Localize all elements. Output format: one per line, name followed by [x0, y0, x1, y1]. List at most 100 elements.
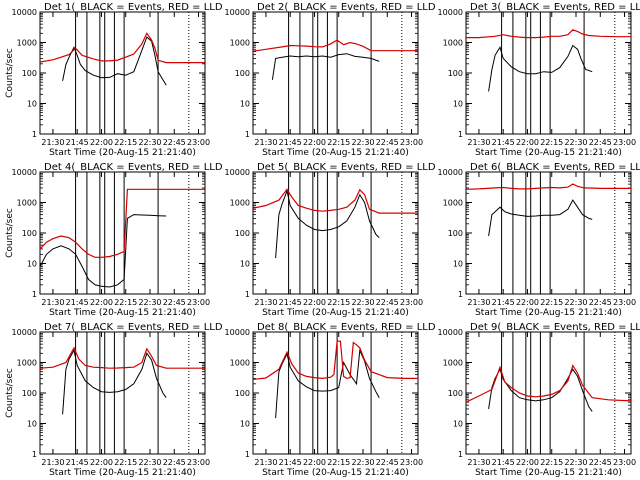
detector-panel-6: Det 6(_BLACK = Events, RED = LLD 1 10 100 10… — [438, 162, 640, 318]
detector-panel-3: Det 3(_BLACK = Events, RED = LLD 1 10 100 10… — [438, 2, 640, 158]
panel-4-axes-frame — [39, 171, 206, 295]
panel-9-title: Det 9(_BLACK = Events, RED = LLD — [470, 322, 640, 333]
panel-8-xtick-label: 23:00 — [400, 458, 423, 467]
panel-1-xtick-label: 21:30 — [41, 138, 64, 147]
panel-1-ytick-label: 10000 — [12, 8, 37, 17]
panel-2-ytick-label: 1000 — [230, 39, 250, 48]
panel-8-xtick-label: 22:15 — [327, 458, 350, 467]
panel-2-xtick-label: 22:30 — [351, 138, 374, 147]
panel-6-xtick-label: 22:45 — [589, 298, 612, 307]
panel-3-xtick-label: 22:15 — [540, 138, 563, 147]
panel-1-axes-frame — [39, 11, 206, 135]
panel-9-xtick-label: 22:15 — [540, 458, 563, 467]
panel-5-xtick-label: 21:30 — [254, 298, 277, 307]
panel-1-ytick-label: 10 — [27, 100, 37, 109]
panel-3-ytick-label: 10 — [453, 100, 463, 109]
panel-9-xtick-label: 21:30 — [467, 458, 490, 467]
panel-3-ytick-label: 1000 — [443, 39, 463, 48]
panel-6-events-line — [488, 199, 593, 237]
panel-5-events-line — [275, 189, 380, 259]
detector-panel-8: Det 8(_BLACK = Events, RED = LLD 1 10 100 10… — [225, 322, 436, 478]
panel-3-xtick-label: 21:30 — [467, 138, 490, 147]
panel-1-ytick-label: 1000 — [17, 39, 37, 48]
panel-4-ytick-label: 1000 — [17, 199, 37, 208]
panel-9-ytick-label: 10 — [453, 420, 463, 429]
panel-3-xtick-label: 21:45 — [492, 138, 515, 147]
panel-3-title: Det 3(_BLACK = Events, RED = LLD — [470, 2, 640, 13]
panel-3-ytick-label: 1 — [458, 130, 463, 139]
panel-4-ytick-label: 100 — [22, 229, 37, 238]
panel-8-xtick-label: 21:45 — [279, 458, 302, 467]
panel-2-ytick-label: 10 — [240, 100, 250, 109]
panel-8-xlabel: Start Time (20-Aug-15 21:21:40) — [262, 468, 409, 478]
panel-1-ytick-label: 1 — [32, 130, 37, 139]
panel-4-events-line — [39, 214, 167, 288]
panel-4-ytick-label: 1 — [32, 290, 37, 299]
detector-panel-9: Det 9(_BLACK = Events, RED = LLD 1 10 100 10… — [438, 322, 640, 478]
panel-2-events-line — [271, 53, 380, 80]
panel-6-ytick-label: 10 — [453, 260, 463, 269]
panel-7-ytick-label: 10 — [27, 420, 37, 429]
panel-5-xlabel: Start Time (20-Aug-15 21:21:40) — [262, 308, 409, 318]
panel-7-xtick-label: 23:00 — [187, 458, 210, 467]
panel-9-ytick-label: 1000 — [443, 359, 463, 368]
panel-1-xtick-label: 22:30 — [138, 138, 161, 147]
panel-7-xtick-label: 21:45 — [66, 458, 89, 467]
panel-3-ytick-label: 100 — [448, 69, 463, 78]
panel-5-xtick-label: 23:00 — [400, 298, 423, 307]
panel-3-xtick-label: 22:00 — [516, 138, 539, 147]
panel-8-ytick-label: 10 — [240, 420, 250, 429]
panel-6-ytick-label: 100 — [448, 229, 463, 238]
panel-6-axes-frame — [465, 171, 632, 295]
panel-6-xtick-label: 21:45 — [492, 298, 515, 307]
panel-2-ytick-label: 100 — [235, 69, 250, 78]
panel-5-title: Det 5(_BLACK = Events, RED = LLD — [257, 162, 436, 173]
panel-6-xtick-label: 23:00 — [613, 298, 636, 307]
panel-5-ytick-label: 100 — [235, 229, 250, 238]
panel-6-title: Det 6(_BLACK = Events, RED = LLD — [470, 162, 640, 173]
panel-1-ytick-label: 100 — [22, 69, 37, 78]
detector-panel-4: Det 4(_BLACK = Events, RED = LLD 1 10 100 10… — [5, 162, 223, 318]
panel-4-ylabel: Counts/sec — [5, 208, 15, 258]
panel-5-ytick-label: 1 — [245, 290, 250, 299]
panel-8-ytick-label: 1000 — [230, 359, 250, 368]
panel-7-xtick-label: 22:00 — [90, 458, 113, 467]
panel-2-xtick-label: 22:15 — [327, 138, 350, 147]
panel-5-ytick-label: 1000 — [230, 199, 250, 208]
panel-3-xtick-label: 22:30 — [564, 138, 587, 147]
panel-9-xtick-label: 22:30 — [564, 458, 587, 467]
panel-2-ytick-label: 1 — [245, 130, 250, 139]
panel-8-title: Det 8(_BLACK = Events, RED = LLD — [257, 322, 436, 333]
panel-4-xtick-label: 22:15 — [114, 298, 137, 307]
panel-5-xtick-label: 21:45 — [279, 298, 302, 307]
detector-panel-7: Det 7(_BLACK = Events, RED = LLD 1 10 100 10… — [5, 322, 223, 478]
panel-2-xtick-label: 22:45 — [376, 138, 399, 147]
panel-4-xtick-label: 21:30 — [41, 298, 64, 307]
panel-4-xtick-label: 22:30 — [138, 298, 161, 307]
panel-5-lld-line — [252, 188, 418, 214]
panel-7-lld-line — [39, 346, 205, 369]
panel-6-ytick-label: 1000 — [443, 199, 463, 208]
panel-7-xtick-label: 22:30 — [138, 458, 161, 467]
panel-9-xtick-label: 21:45 — [492, 458, 515, 467]
panel-8-xtick-label: 22:00 — [303, 458, 326, 467]
panel-6-ytick-label: 1 — [458, 290, 463, 299]
panel-8-xtick-label: 21:30 — [254, 458, 277, 467]
panel-7-title: Det 7(_BLACK = Events, RED = LLD — [44, 322, 223, 333]
panel-6-ytick-label: 10000 — [438, 168, 463, 177]
panel-8-xtick-label: 22:45 — [376, 458, 399, 467]
panel-3-lld-line — [466, 29, 631, 39]
panel-1-title: Det 1(_BLACK = Events, RED = LLD — [44, 2, 223, 13]
panel-6-xtick-label: 22:30 — [564, 298, 587, 307]
panel-2-xtick-label: 23:00 — [400, 138, 423, 147]
panel-4-xtick-label: 22:00 — [90, 298, 113, 307]
panel-6-lld-line — [465, 183, 631, 190]
panel-2-axes-frame — [252, 11, 419, 135]
panel-2-xtick-label: 22:00 — [303, 138, 326, 147]
panel-9-xlabel: Start Time (20-Aug-15 21:21:40) — [475, 468, 622, 478]
panel-4-xlabel: Start Time (20-Aug-15 21:21:40) — [49, 308, 196, 318]
panel-1-xtick-label: 22:00 — [90, 138, 113, 147]
panel-5-xtick-label: 22:45 — [376, 298, 399, 307]
